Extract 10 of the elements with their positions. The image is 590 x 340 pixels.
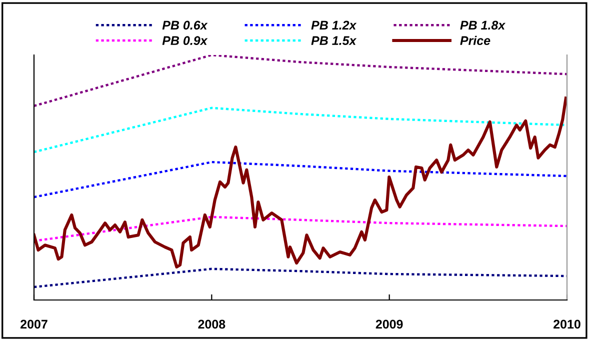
legend-label: Price (460, 36, 490, 46)
x-tick-label: 2010 (554, 320, 580, 329)
legend-label: PB 1.8x (460, 20, 506, 30)
x-tick-label: 2009 (376, 320, 403, 329)
x-tick-label: 2008 (198, 320, 226, 329)
legend-label: PB 0.9x (162, 36, 208, 46)
x-tick-label: 2007 (20, 320, 48, 329)
legend-label: PB 1.5x (311, 36, 357, 46)
legend-label: PB 0.6x (162, 20, 208, 30)
legend-label: PB 1.2x (311, 20, 357, 30)
